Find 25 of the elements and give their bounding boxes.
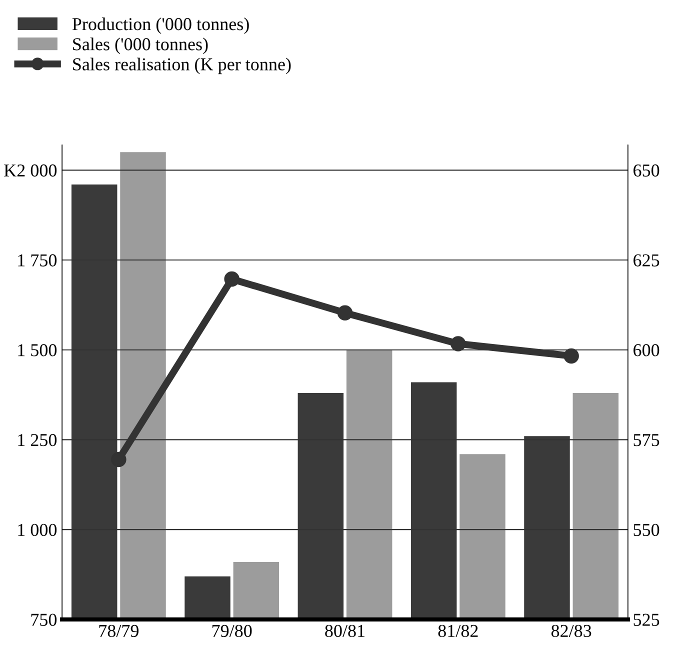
legend-label: Sales realisation (K per tonne) — [73, 58, 291, 74]
y2-tick-label: 625 — [634, 254, 660, 266]
x-tick-label: 82/83 — [551, 624, 592, 638]
point — [337, 305, 353, 320]
y-tick-label: 1 500 — [18, 344, 57, 356]
y2-tick-label: 575 — [634, 434, 660, 446]
x-tick-label: 78/79 — [99, 624, 139, 638]
y-tick-label: 1 000 — [18, 524, 57, 536]
legend-label: Production ('000 tonnes) — [72, 18, 249, 34]
point — [111, 452, 126, 468]
y2-tick-label: 550 — [634, 524, 660, 536]
y2-tick-label: 600 — [634, 344, 660, 356]
y2-tick-label: 525 — [634, 614, 660, 626]
point — [224, 271, 240, 287]
y-tick-label: 1 750 — [18, 254, 57, 266]
legend-label: Sales ('000 tonnes) — [73, 38, 208, 54]
y-tick-label: 1 250 — [18, 434, 57, 446]
point — [564, 348, 579, 364]
y-tick-label: K2 000 — [4, 164, 57, 177]
y2-tick-label: 650 — [634, 164, 660, 177]
point — [450, 336, 466, 352]
x-tick-label: 81/82 — [438, 624, 478, 638]
x-tick-label: 79/80 — [212, 624, 252, 638]
y-tick-label: 750 — [31, 614, 57, 626]
x-tick-label: 80/81 — [325, 624, 364, 638]
